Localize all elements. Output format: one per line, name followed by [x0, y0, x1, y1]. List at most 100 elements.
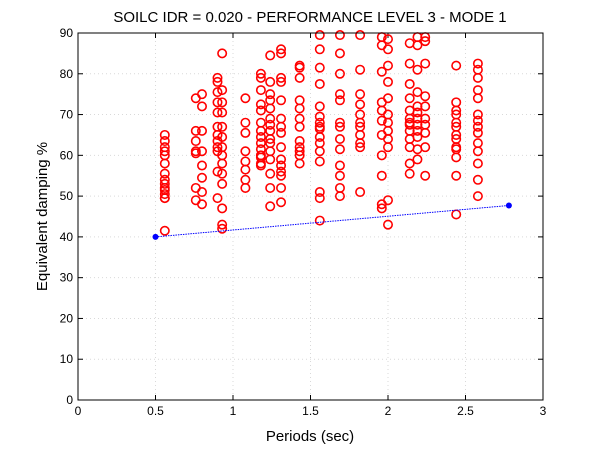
scatter-point	[212, 142, 223, 153]
scatter-point	[255, 160, 266, 171]
scatter-point	[412, 107, 423, 118]
scatter-point	[355, 99, 366, 110]
scatter-point	[240, 182, 251, 193]
scatter-point	[197, 146, 208, 157]
scatter-point	[255, 68, 266, 79]
x-tick-label: 0.5	[147, 404, 164, 418]
scatter-point	[382, 34, 393, 45]
scatter-point	[404, 58, 415, 69]
y-tick-label: 50	[60, 189, 74, 203]
scatter-point	[314, 111, 325, 122]
scatter-point	[294, 62, 305, 73]
scatter-point	[376, 150, 387, 161]
scatter-point	[472, 72, 483, 83]
y-axis-label: Equivalent damping %	[34, 142, 51, 291]
scatter-point	[420, 142, 431, 153]
scatter-point	[451, 209, 462, 220]
scatter-point	[334, 121, 345, 132]
scatter-point	[255, 72, 266, 83]
scatter-point	[159, 225, 170, 236]
scatter-point	[265, 119, 276, 130]
scatter-point	[334, 117, 345, 128]
scatter-point	[472, 158, 483, 169]
scatter-point	[159, 168, 170, 179]
scatter-point	[217, 223, 228, 234]
scatter-point	[276, 182, 287, 193]
scatter-point	[355, 138, 366, 149]
scatter-point	[334, 160, 345, 171]
scatter-point	[412, 64, 423, 75]
scatter-point	[412, 87, 423, 98]
scatter-point	[217, 131, 228, 142]
scatter-point	[217, 97, 228, 108]
scatter-point	[451, 60, 462, 71]
scatter-point	[314, 30, 325, 41]
scatter-point	[420, 113, 431, 124]
scatter-point	[217, 85, 228, 96]
scatter-point	[420, 36, 431, 47]
trend-line	[155, 204, 509, 238]
scatter-point	[265, 168, 276, 179]
scatter-point	[276, 166, 287, 177]
scatter-point	[197, 172, 208, 183]
x-tick-label: 0	[75, 404, 82, 418]
scatter-point	[334, 30, 345, 41]
scatter-point	[334, 95, 345, 106]
grid-lines	[78, 33, 543, 400]
scatter-point	[472, 121, 483, 132]
scatter-point	[404, 93, 415, 104]
scatter-point	[159, 189, 170, 200]
scatter-point	[240, 164, 251, 175]
scatter-point	[159, 146, 170, 157]
scatter-point	[255, 85, 266, 96]
scatter-point	[197, 101, 208, 112]
scatter-point	[276, 48, 287, 59]
scatter-point	[294, 72, 305, 83]
scatter-point	[334, 191, 345, 202]
data-points	[152, 30, 512, 240]
scatter-point	[314, 117, 325, 128]
y-tick-label: 10	[60, 352, 74, 366]
scatter-point	[376, 170, 387, 181]
scatter-point	[412, 131, 423, 142]
scatter-point	[355, 142, 366, 153]
scatter-point	[212, 97, 223, 108]
scatter-point	[451, 129, 462, 140]
scatter-point	[420, 170, 431, 181]
scatter-point	[255, 99, 266, 110]
scatter-point	[472, 109, 483, 120]
scatter-point	[334, 144, 345, 155]
x-axis-label: Periods (sec)	[266, 428, 354, 445]
scatter-point	[334, 48, 345, 59]
scatter-point	[212, 107, 223, 118]
scatter-point	[294, 136, 305, 147]
scatter-point	[355, 187, 366, 198]
scatter-point	[276, 160, 287, 171]
scatter-point	[412, 154, 423, 165]
scatter-point	[276, 170, 287, 181]
scatter-point	[197, 89, 208, 100]
scatter-point	[265, 182, 276, 193]
y-tick-label: 60	[60, 148, 74, 162]
scatter-point	[420, 91, 431, 102]
scatter-point	[265, 201, 276, 212]
y-tick-label: 90	[60, 26, 74, 40]
scatter-point	[314, 193, 325, 204]
scatter-point	[212, 129, 223, 140]
x-tick-label: 1.5	[302, 404, 319, 418]
scatter-point	[376, 66, 387, 77]
scatter-point	[265, 154, 276, 165]
scatter-point	[265, 89, 276, 100]
x-tick-label: 2	[385, 404, 392, 418]
scatter-point	[159, 158, 170, 169]
scatter-point	[276, 127, 287, 138]
scatter-point	[212, 166, 223, 177]
scatter-point	[294, 103, 305, 114]
scatter-point	[240, 146, 251, 157]
scatter-point	[240, 93, 251, 104]
scatter-point	[314, 131, 325, 142]
chart-title: SOILC IDR = 0.020 - PERFORMANCE LEVEL 3 …	[113, 9, 506, 26]
scatter-point	[382, 76, 393, 87]
scatter-point	[265, 134, 276, 145]
